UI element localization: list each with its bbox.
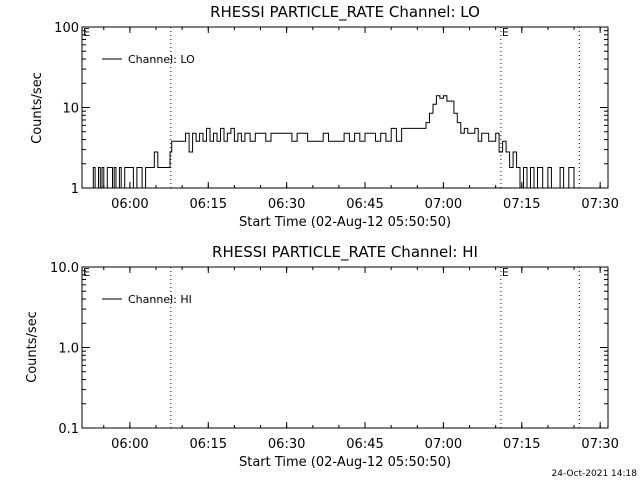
x-tick-label: 06:00: [111, 437, 148, 452]
y-tick-label: 1.0: [58, 342, 79, 357]
series-line: [91, 95, 575, 189]
event-marker: E: [502, 26, 509, 39]
x-tick-label: 07:00: [425, 437, 462, 452]
event-marker: E: [83, 26, 90, 39]
y-tick-label: 0.1: [58, 422, 79, 437]
y-axis-label: Counts/sec: [30, 72, 45, 144]
chart-panel-lo: RHESSI PARTICLE_RATE Channel: LO Counts/…: [30, 3, 619, 230]
x-tick-label: 06:45: [346, 197, 383, 212]
event-marker: E: [83, 266, 90, 279]
x-tick-label: 07:15: [503, 197, 540, 212]
chart-title: RHESSI PARTICLE_RATE Channel: HI: [212, 243, 478, 262]
legend-label: Channel: HI: [128, 293, 192, 306]
plot-frame: [81, 266, 609, 429]
timestamp: 24-Oct-2021 14:18: [552, 469, 638, 479]
event-marker: E: [502, 266, 509, 279]
x-tick-label: 06:15: [190, 437, 227, 452]
x-tick-label: 06:15: [190, 197, 227, 212]
y-axis-label: Counts/sec: [25, 311, 40, 383]
y-tick-label: 10: [62, 102, 79, 117]
y-tick-label: 1: [71, 182, 79, 197]
x-tick-label: 06:45: [346, 437, 383, 452]
legend-label: Channel: LO: [128, 53, 195, 66]
x-tick-label: 06:30: [268, 437, 305, 452]
x-axis-label: Start Time (02-Aug-12 05:50:50): [239, 455, 451, 470]
x-tick-label: 07:30: [581, 437, 618, 452]
y-tick-label: 10.0: [50, 261, 79, 276]
x-tick-label: 07:15: [503, 437, 540, 452]
chart-panel-hi: RHESSI PARTICLE_RATE Channel: HI Counts/…: [25, 243, 619, 470]
x-tick-label: 06:00: [111, 197, 148, 212]
y-tick-label: 100: [54, 21, 79, 36]
x-tick-label: 07:30: [581, 197, 618, 212]
x-axis-label: Start Time (02-Aug-12 05:50:50): [239, 215, 451, 230]
plot-frame: [81, 26, 609, 189]
x-tick-label: 07:00: [425, 197, 462, 212]
x-tick-label: 06:30: [268, 197, 305, 212]
chart-title: RHESSI PARTICLE_RATE Channel: LO: [210, 3, 480, 22]
